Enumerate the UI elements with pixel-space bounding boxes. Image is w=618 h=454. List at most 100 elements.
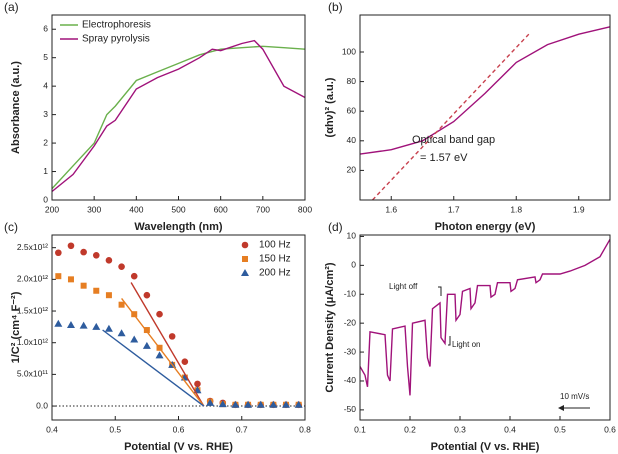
panel-label: (a): [4, 0, 19, 14]
marker: [105, 292, 112, 299]
marker: [80, 248, 87, 256]
series-line: [359, 26, 611, 155]
y-tick-label: 60: [347, 105, 357, 115]
x-tick-label: 0.5: [554, 424, 566, 434]
y-tick-label: 10: [347, 231, 357, 241]
y-tick-label: 0: [43, 194, 48, 204]
x-tick-label: 300: [87, 204, 101, 214]
marker: [242, 256, 248, 262]
y-tick-label: -50: [344, 404, 357, 414]
x-tick-label: 1.9: [573, 204, 585, 214]
x-tick-label: 1.6: [385, 204, 397, 214]
marker: [130, 272, 138, 280]
y-tick-label: 1.0x10¹²: [17, 337, 48, 347]
legend-label: Electrophoresis: [82, 20, 151, 31]
x-tick-label: 0.5: [109, 424, 121, 434]
y-axis-title: (αhν)² (a.u.): [324, 77, 336, 137]
y-tick-label: 0: [351, 260, 356, 270]
legend-label: Spray pyrolysis: [82, 34, 150, 45]
marker: [143, 327, 150, 334]
y-tick-label: 2: [43, 137, 48, 147]
plot-frame: [51, 234, 306, 421]
x-tick-label: 0.3: [454, 424, 466, 434]
marker: [55, 249, 62, 257]
marker: [67, 242, 75, 250]
marker: [130, 335, 139, 343]
marker: [156, 310, 163, 318]
marker: [117, 329, 126, 337]
y-tick-label: -20: [344, 317, 357, 327]
annotation: Light off: [389, 282, 418, 291]
legend-label: 100 Hz: [259, 240, 291, 251]
marker: [80, 282, 87, 289]
panel-label: (c): [4, 220, 18, 234]
marker: [104, 324, 113, 332]
marker: [66, 320, 75, 328]
marker: [105, 257, 113, 264]
marker: [155, 351, 164, 359]
annotation: 10 mV/s: [560, 392, 589, 401]
x-tick-label: 0.8: [299, 424, 311, 434]
plot-frame: [359, 14, 611, 201]
series-line: [130, 282, 205, 407]
arrow-head: [558, 405, 564, 411]
marker: [143, 291, 151, 299]
marker: [54, 319, 63, 327]
y-tick-label: -40: [344, 375, 357, 385]
arrow: [438, 286, 442, 296]
y-tick-label: 80: [347, 76, 357, 86]
y-tick-label: 40: [347, 135, 357, 145]
y-axis-title: 1/C² (cm⁴ F⁻²): [10, 291, 22, 363]
x-tick-label: 0.1: [354, 424, 366, 434]
x-tick-label: 0.4: [504, 424, 516, 434]
x-axis-title: Wavelength (nm): [134, 221, 223, 233]
x-axis-title: Potential (V vs. RHE): [124, 441, 233, 453]
marker: [282, 400, 291, 408]
x-tick-label: 200: [45, 204, 59, 214]
y-tick-label: 2.0x10¹²: [17, 274, 48, 284]
series-line: [51, 45, 306, 190]
y-tick-label: 3: [43, 109, 48, 119]
annotation: Light on: [452, 340, 480, 349]
y-tick-label: 2.5x10¹²: [17, 242, 48, 252]
marker: [206, 398, 215, 406]
plot-frame: [51, 14, 306, 201]
marker: [294, 400, 303, 408]
x-tick-label: 0.2: [404, 424, 416, 434]
y-tick-label: 5.0x10¹¹: [17, 369, 48, 379]
y-axis-title: Absorbance (a.u.): [10, 61, 22, 154]
x-tick-label: 0.6: [604, 424, 616, 434]
annotation: = 1.57 eV: [420, 152, 468, 164]
marker: [241, 269, 249, 276]
y-axis-title: Current Density (μA/cm²): [324, 262, 336, 393]
marker: [92, 322, 101, 330]
marker: [118, 301, 125, 308]
y-tick-label: 1.5x10¹²: [17, 305, 48, 315]
plot-frame: [359, 234, 611, 421]
marker: [92, 251, 100, 259]
marker: [67, 276, 74, 283]
x-tick-label: 400: [129, 204, 143, 214]
x-tick-label: 1.7: [448, 204, 460, 214]
y-tick-label: 20: [347, 165, 357, 175]
y-tick-label: -10: [344, 289, 357, 299]
marker: [142, 341, 151, 349]
x-tick-label: 600: [214, 204, 228, 214]
x-axis-title: Potential (V vs. RHE): [431, 441, 540, 453]
series-line: [102, 329, 205, 407]
y-tick-label: -30: [344, 346, 357, 356]
y-tick-label: 1: [43, 166, 48, 176]
marker: [256, 400, 265, 408]
x-tick-label: 800: [298, 204, 312, 214]
y-tick-label: 100: [342, 46, 356, 56]
x-tick-label: 0.4: [46, 424, 58, 434]
marker: [269, 400, 278, 408]
y-tick-label: 6: [43, 23, 48, 33]
x-tick-label: 500: [171, 204, 185, 214]
panel-label: (d): [328, 220, 343, 234]
x-tick-label: 1.8: [510, 204, 522, 214]
marker: [181, 358, 189, 366]
marker: [218, 400, 227, 408]
marker: [194, 380, 201, 388]
